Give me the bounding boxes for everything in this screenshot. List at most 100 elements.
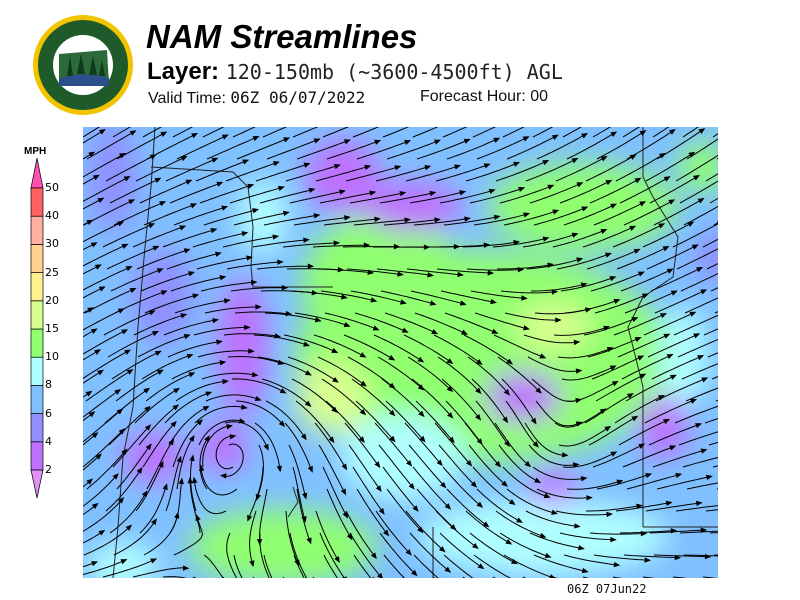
streamline [375, 510, 412, 556]
streamline [108, 406, 151, 446]
streamline-arrow [263, 443, 269, 451]
streamline-arrow [215, 251, 222, 257]
streamline [615, 502, 672, 512]
streamline [83, 411, 95, 422]
streamline-arrow [190, 203, 198, 209]
oregon-department-of-forestry-logo [33, 15, 133, 115]
streamline-arrow [513, 239, 520, 246]
streamline [166, 252, 221, 270]
streamline-arrow [535, 387, 542, 394]
valid-value: 06Z 06/07/2022 [230, 88, 366, 107]
streamline-arrow [693, 333, 701, 339]
streamline-arrow [374, 461, 381, 469]
streamline [409, 191, 465, 204]
streamline-arrow [666, 354, 674, 360]
valid-label: Valid Time: [148, 90, 226, 107]
wind-speed-region [189, 509, 377, 578]
streamline-arrow [112, 473, 119, 480]
streamline [146, 133, 198, 160]
streamline [375, 165, 431, 182]
streamlines [83, 127, 718, 578]
streamline [444, 312, 498, 334]
colorbar-segment [30, 300, 44, 330]
streamline [437, 356, 481, 394]
colorbar-bottom-arrow [30, 469, 44, 499]
streamline-arrow [508, 499, 516, 505]
streamline-arrow [544, 552, 552, 558]
streamline-arrow [173, 387, 181, 394]
streamline [536, 133, 588, 160]
streamline [503, 554, 555, 578]
streamline-arrow [600, 156, 608, 162]
streamline-arrow [360, 380, 367, 387]
streamline-arrow [279, 388, 287, 394]
streamline [442, 127, 468, 138]
streamline-arrow [90, 328, 98, 334]
streamline-arrow [150, 558, 158, 564]
streamline-arrow [282, 210, 290, 217]
streamline-arrow [377, 572, 383, 578]
streamline [222, 235, 278, 248]
streamline [83, 428, 125, 468]
streamline-arrow [697, 198, 705, 204]
streamline-arrow [581, 567, 589, 574]
streamline [619, 530, 676, 534]
streamline [525, 510, 580, 528]
streamline-arrow [180, 313, 188, 319]
streamline-arrow [613, 298, 621, 305]
streamline-arrow [346, 533, 353, 541]
streamline [316, 268, 373, 274]
streamline-arrow [126, 369, 134, 375]
streamline-arrow [663, 333, 671, 339]
streamline [472, 127, 496, 138]
streamline [645, 152, 695, 182]
streamline [563, 554, 620, 566]
streamline [592, 443, 645, 468]
streamline-arrow [145, 443, 152, 451]
streamline-arrow [187, 476, 193, 484]
streamline [164, 391, 212, 424]
streamline [83, 174, 99, 185]
streamline [83, 561, 98, 568]
streamline [473, 554, 511, 578]
streamline [168, 405, 209, 446]
streamline-arrow [399, 299, 407, 305]
streamline [506, 488, 557, 514]
streamline [103, 310, 155, 336]
streamline [408, 444, 446, 488]
streamline-arrow [154, 350, 162, 356]
streamline [102, 558, 157, 578]
streamline-arrow [610, 536, 617, 543]
streamline-arrow [637, 355, 645, 361]
streamline-arrow [424, 165, 432, 171]
streamline [525, 158, 578, 182]
streamline-arrow [176, 455, 182, 463]
streamline [325, 400, 365, 443]
streamline-arrow [369, 190, 377, 196]
streamline [623, 554, 680, 559]
streamline-arrow [254, 395, 262, 401]
streamline [501, 378, 537, 424]
streamline-arrow [252, 136, 260, 142]
streamline [138, 404, 179, 446]
streamline [475, 400, 510, 447]
streamline [595, 373, 646, 402]
streamline [296, 139, 350, 160]
streamline-arrow [610, 203, 618, 209]
streamline-arrow [186, 353, 194, 359]
streamline [503, 209, 559, 226]
streamline [374, 422, 412, 466]
streamline-arrow [626, 393, 634, 399]
streamline-arrow [283, 137, 291, 143]
streamline [473, 213, 529, 226]
streamline [415, 400, 455, 443]
streamline [254, 422, 281, 472]
streamline [592, 127, 611, 138]
streamline-arrow [331, 347, 339, 353]
streamline-arrow [216, 339, 223, 345]
streamline [561, 365, 616, 381]
streamline-arrow [604, 425, 612, 432]
streamline [555, 510, 612, 516]
streamline [83, 266, 132, 291]
streamline-arrow [358, 436, 365, 443]
